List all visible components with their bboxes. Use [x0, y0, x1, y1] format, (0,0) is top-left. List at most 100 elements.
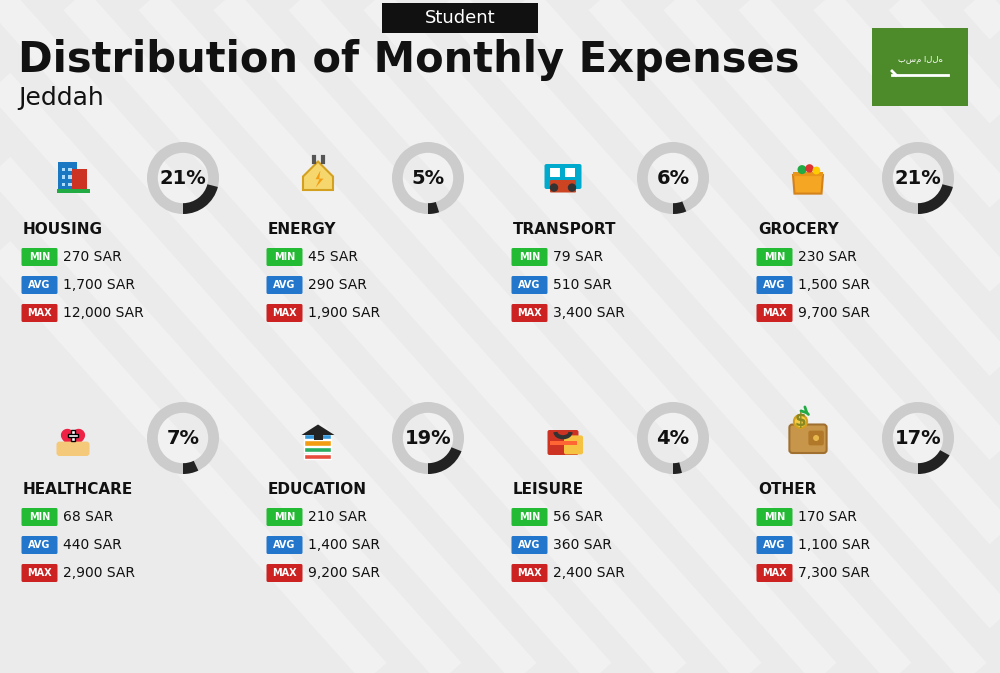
FancyBboxPatch shape: [757, 304, 792, 322]
FancyBboxPatch shape: [58, 162, 77, 190]
FancyBboxPatch shape: [789, 425, 827, 453]
Text: 12,000 SAR: 12,000 SAR: [63, 306, 144, 320]
FancyBboxPatch shape: [512, 248, 548, 266]
FancyBboxPatch shape: [266, 248, 302, 266]
Text: 230 SAR: 230 SAR: [798, 250, 857, 264]
FancyBboxPatch shape: [512, 304, 548, 322]
Text: 210 SAR: 210 SAR: [308, 510, 367, 524]
FancyBboxPatch shape: [266, 564, 302, 582]
Text: 170 SAR: 170 SAR: [798, 510, 857, 524]
Text: AVG: AVG: [28, 540, 51, 550]
Wedge shape: [918, 450, 950, 474]
Text: AVG: AVG: [763, 540, 786, 550]
Wedge shape: [882, 402, 954, 474]
Circle shape: [798, 165, 806, 174]
FancyBboxPatch shape: [314, 435, 322, 440]
Wedge shape: [147, 402, 219, 474]
Wedge shape: [183, 184, 218, 214]
Text: AVG: AVG: [273, 540, 296, 550]
Text: MAX: MAX: [272, 308, 297, 318]
Wedge shape: [637, 142, 709, 214]
Wedge shape: [183, 461, 198, 474]
FancyBboxPatch shape: [550, 441, 576, 445]
Text: 7%: 7%: [166, 429, 200, 448]
Polygon shape: [316, 170, 323, 188]
FancyBboxPatch shape: [22, 536, 58, 554]
Text: 9,700 SAR: 9,700 SAR: [798, 306, 870, 320]
Circle shape: [812, 167, 820, 174]
Text: MAX: MAX: [517, 308, 542, 318]
Text: 3,400 SAR: 3,400 SAR: [553, 306, 625, 320]
Text: 1,400 SAR: 1,400 SAR: [308, 538, 380, 552]
FancyBboxPatch shape: [62, 175, 65, 179]
FancyBboxPatch shape: [757, 536, 792, 554]
Text: MAX: MAX: [272, 568, 297, 578]
Wedge shape: [673, 201, 686, 214]
Text: HOUSING: HOUSING: [23, 223, 103, 238]
FancyBboxPatch shape: [564, 435, 583, 454]
FancyBboxPatch shape: [512, 564, 548, 582]
Polygon shape: [303, 162, 333, 190]
Text: 2,400 SAR: 2,400 SAR: [553, 566, 625, 580]
FancyBboxPatch shape: [22, 304, 58, 322]
Text: MAX: MAX: [517, 568, 542, 578]
Text: $: $: [795, 413, 806, 431]
Text: MIN: MIN: [519, 512, 540, 522]
FancyBboxPatch shape: [72, 169, 87, 190]
Text: 79 SAR: 79 SAR: [553, 250, 603, 264]
Text: GROCERY: GROCERY: [758, 223, 839, 238]
Text: 5%: 5%: [411, 168, 445, 188]
FancyBboxPatch shape: [56, 189, 90, 193]
Text: ENERGY: ENERGY: [268, 223, 336, 238]
Text: 17%: 17%: [895, 429, 941, 448]
Polygon shape: [302, 425, 334, 435]
Text: 4%: 4%: [656, 429, 690, 448]
FancyBboxPatch shape: [22, 248, 58, 266]
Text: 7,300 SAR: 7,300 SAR: [798, 566, 870, 580]
Text: 360 SAR: 360 SAR: [553, 538, 612, 552]
FancyBboxPatch shape: [512, 508, 548, 526]
FancyBboxPatch shape: [550, 168, 560, 177]
FancyBboxPatch shape: [512, 536, 548, 554]
FancyBboxPatch shape: [512, 276, 548, 294]
Text: MAX: MAX: [27, 568, 52, 578]
Text: 45 SAR: 45 SAR: [308, 250, 358, 264]
Text: MAX: MAX: [762, 568, 787, 578]
Wedge shape: [392, 402, 464, 474]
Text: 1,700 SAR: 1,700 SAR: [63, 278, 135, 292]
FancyBboxPatch shape: [266, 304, 302, 322]
FancyBboxPatch shape: [757, 564, 792, 582]
FancyBboxPatch shape: [872, 28, 968, 106]
FancyBboxPatch shape: [71, 429, 75, 441]
FancyBboxPatch shape: [757, 508, 792, 526]
Wedge shape: [392, 142, 464, 214]
FancyBboxPatch shape: [550, 180, 576, 192]
Text: 21%: 21%: [160, 168, 206, 188]
Text: MIN: MIN: [764, 252, 785, 262]
Text: AVG: AVG: [518, 280, 541, 290]
Wedge shape: [673, 462, 682, 474]
Text: AVG: AVG: [28, 280, 51, 290]
FancyBboxPatch shape: [266, 276, 302, 294]
FancyBboxPatch shape: [266, 508, 302, 526]
FancyBboxPatch shape: [757, 276, 792, 294]
Wedge shape: [147, 142, 219, 214]
Text: 56 SAR: 56 SAR: [553, 510, 603, 524]
Text: EDUCATION: EDUCATION: [268, 483, 367, 497]
Text: LEISURE: LEISURE: [513, 483, 584, 497]
Text: HEALTHCARE: HEALTHCARE: [23, 483, 133, 497]
Text: 1,900 SAR: 1,900 SAR: [308, 306, 380, 320]
FancyBboxPatch shape: [22, 564, 58, 582]
Text: MIN: MIN: [519, 252, 540, 262]
Text: MIN: MIN: [764, 512, 785, 522]
FancyBboxPatch shape: [62, 168, 65, 172]
FancyBboxPatch shape: [68, 168, 72, 172]
Text: Jeddah: Jeddah: [18, 86, 104, 110]
FancyBboxPatch shape: [793, 172, 823, 176]
FancyBboxPatch shape: [68, 182, 72, 186]
Polygon shape: [62, 429, 84, 450]
Text: 21%: 21%: [895, 168, 941, 188]
FancyBboxPatch shape: [564, 168, 575, 177]
FancyBboxPatch shape: [68, 434, 78, 437]
FancyBboxPatch shape: [757, 248, 792, 266]
